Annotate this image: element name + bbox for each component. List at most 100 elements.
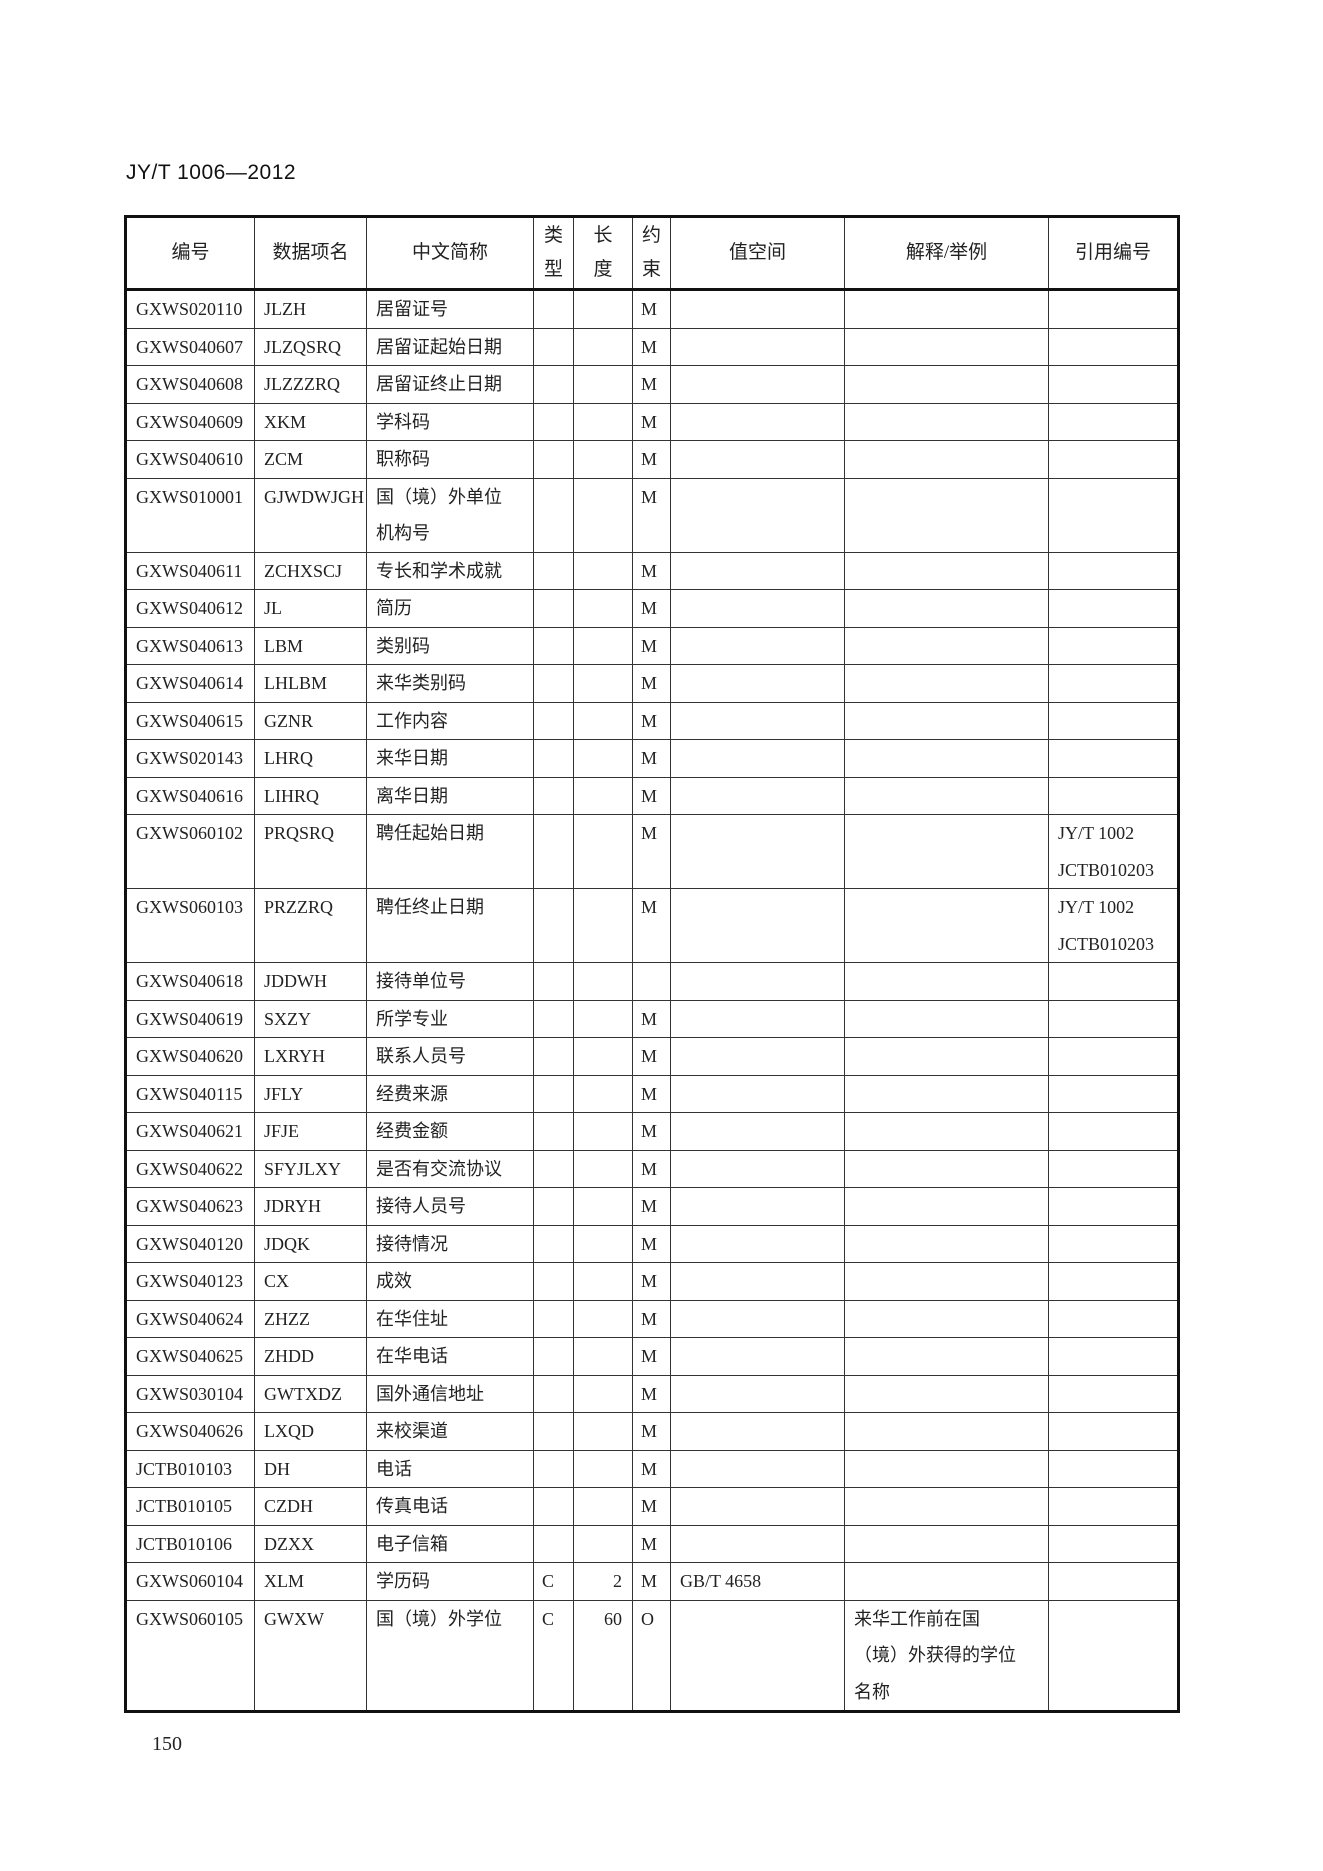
cell-cn-name: 电子信箱: [366, 1524, 534, 1563]
cell-reference: [1048, 1412, 1179, 1451]
cell-value-space: [670, 1074, 845, 1113]
cell-id: GXWS030104: [125, 1374, 255, 1413]
cell-length: [573, 814, 633, 889]
cell-id: GXWS040622: [125, 1149, 255, 1188]
cell-length: 2: [573, 1562, 633, 1601]
cell-length: [573, 589, 633, 628]
cell-cn-name: 是否有交流协议: [366, 1149, 534, 1188]
cell-constraint: M: [632, 1562, 671, 1601]
cell-explanation: [844, 739, 1049, 778]
cell-constraint: O: [632, 1599, 671, 1712]
cell-reference: [1048, 402, 1179, 441]
cell-reference: [1048, 776, 1179, 815]
cell-value-space: [670, 1149, 845, 1188]
cell-cn-name: 接待情况: [366, 1224, 534, 1263]
cell-value-space: [670, 1487, 845, 1526]
cell-type: [533, 739, 574, 778]
cell-reference: [1048, 1112, 1179, 1151]
cell-reference: [1048, 1037, 1179, 1076]
cell-explanation: [844, 1374, 1049, 1413]
cell-explanation: [844, 1224, 1049, 1263]
cell-id: GXWS060105: [125, 1599, 255, 1712]
cell-name: LXRYH: [254, 1037, 367, 1076]
cell-length: [573, 327, 633, 366]
cell-cn-name: 电话: [366, 1449, 534, 1488]
cell-id: JCTB010105: [125, 1487, 255, 1526]
cell-length: [573, 888, 633, 963]
cell-value-space: [670, 962, 845, 1001]
cell-type: [533, 589, 574, 628]
cell-value-space: [670, 776, 845, 815]
table-row: GXWS060103 PRZZRQ 聘任终止日期 M JY/T 1002 JCTB010…: [125, 888, 1179, 963]
cell-type: [533, 888, 574, 963]
cell-id: GXWS020143: [125, 739, 255, 778]
cell-length: [573, 1337, 633, 1376]
cell-id: GXWS040120: [125, 1224, 255, 1263]
cell-cn-name: 专长和学术成就: [366, 551, 534, 590]
cell-cn-name: 成效: [366, 1262, 534, 1301]
table-row: GXWS040625 ZHDD 在华电话 M: [125, 1337, 1179, 1376]
cell-cn-name: 接待单位号: [366, 962, 534, 1001]
cell-value-space: [670, 1299, 845, 1338]
cell-constraint: M: [632, 289, 671, 329]
cell-name: GZNR: [254, 701, 367, 740]
cell-name: JFJE: [254, 1112, 367, 1151]
cell-id: GXWS040611: [125, 551, 255, 590]
cell-name: LXQD: [254, 1412, 367, 1451]
cell-value-space: [670, 626, 845, 665]
cell-explanation: [844, 1262, 1049, 1301]
cell-name: JLZH: [254, 289, 367, 329]
cell-explanation: [844, 664, 1049, 703]
cell-name: LHLBM: [254, 664, 367, 703]
cell-reference: [1048, 365, 1179, 404]
cell-id: GXWS040607: [125, 327, 255, 366]
cell-explanation: [844, 999, 1049, 1038]
cell-constraint: M: [632, 1449, 671, 1488]
cell-reference: [1048, 1374, 1179, 1413]
cell-explanation: [844, 589, 1049, 628]
cell-explanation: [844, 1562, 1049, 1601]
cell-explanation: 来华工作前在国 （境）外获得的学位 名称: [844, 1599, 1049, 1712]
cell-type: [533, 814, 574, 889]
cell-name: LIHRQ: [254, 776, 367, 815]
cell-constraint: M: [632, 1337, 671, 1376]
cell-constraint: M: [632, 440, 671, 479]
cell-explanation: [844, 962, 1049, 1001]
table-row: GXWS040619 SXZY 所学专业 M: [125, 999, 1179, 1038]
cell-reference: [1048, 962, 1179, 1001]
cell-reference: [1048, 701, 1179, 740]
cell-reference: [1048, 1562, 1179, 1601]
cell-reference: [1048, 1487, 1179, 1526]
cell-reference: [1048, 1149, 1179, 1188]
cell-value-space: [670, 327, 845, 366]
table-row: GXWS040621 JFJE 经费金额 M: [125, 1112, 1179, 1151]
cell-reference: [1048, 1524, 1179, 1563]
cell-explanation: [844, 1149, 1049, 1188]
cell-length: [573, 626, 633, 665]
cell-id: GXWS040609: [125, 402, 255, 441]
cell-name: SXZY: [254, 999, 367, 1038]
table-row: GXWS040620 LXRYH 联系人员号 M: [125, 1037, 1179, 1076]
cell-reference: [1048, 626, 1179, 665]
cell-value-space: [670, 1187, 845, 1226]
cell-cn-name: 国外通信地址: [366, 1374, 534, 1413]
cell-id: GXWS020110: [125, 289, 255, 329]
cell-explanation: [844, 626, 1049, 665]
cell-reference: [1048, 1449, 1179, 1488]
cell-cn-name: 经费来源: [366, 1074, 534, 1113]
table-row: GXWS040608 JLZZZRQ 居留证终止日期 M: [125, 365, 1179, 404]
cell-reference: [1048, 440, 1179, 479]
cell-name: JLZQSRQ: [254, 327, 367, 366]
cell-name: LHRQ: [254, 739, 367, 778]
cell-type: [533, 776, 574, 815]
cell-constraint: M: [632, 1224, 671, 1263]
table-row: GXWS040615 GZNR 工作内容 M: [125, 701, 1179, 740]
table-row: GXWS020110 JLZH 居留证号 M: [125, 289, 1179, 329]
table-row: GXWS040618 JDDWH 接待单位号: [125, 962, 1179, 1001]
cell-cn-name: 传真电话: [366, 1487, 534, 1526]
cell-id: GXWS060103: [125, 888, 255, 963]
table-row: JCTB010106 DZXX 电子信箱 M: [125, 1524, 1179, 1563]
cell-constraint: M: [632, 1487, 671, 1526]
cell-cn-name: 在华电话: [366, 1337, 534, 1376]
cell-cn-name: 职称码: [366, 440, 534, 479]
